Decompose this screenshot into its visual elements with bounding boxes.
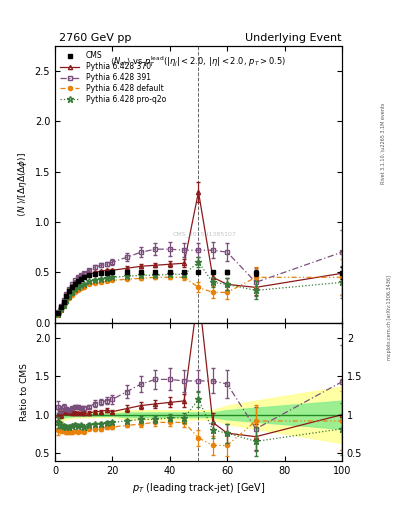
Text: 2760 GeV pp: 2760 GeV pp <box>59 33 131 44</box>
Text: Underlying Event: Underlying Event <box>245 33 342 44</box>
Text: CMS_2015-I1385107: CMS_2015-I1385107 <box>172 231 236 237</box>
X-axis label: $p_T$ (leading track-jet) [GeV]: $p_T$ (leading track-jet) [GeV] <box>132 481 265 495</box>
Text: Rivet 3.1.10, \u2265 3.1M events: Rivet 3.1.10, \u2265 3.1M events <box>381 103 386 184</box>
Y-axis label: Ratio to CMS: Ratio to CMS <box>20 362 29 421</box>
Y-axis label: $\langle\,N\,\rangle/[\Delta\eta\Delta(\Delta\phi)]$: $\langle\,N\,\rangle/[\Delta\eta\Delta(\… <box>16 152 29 217</box>
Text: $\langle N_{ch}\rangle$ vs $p_T^{\rm lead}(|\eta_j|{<}2.0,\,|\eta|{<}2.0,\,p_T{>: $\langle N_{ch}\rangle$ vs $p_T^{\rm lea… <box>110 54 286 69</box>
Text: mcplots.cern.ch [arXiv:1306.3436]: mcplots.cern.ch [arXiv:1306.3436] <box>387 275 391 360</box>
Legend: CMS, Pythia 6.428 370, Pythia 6.428 391, Pythia 6.428 default, Pythia 6.428 pro-: CMS, Pythia 6.428 370, Pythia 6.428 391,… <box>57 48 169 107</box>
